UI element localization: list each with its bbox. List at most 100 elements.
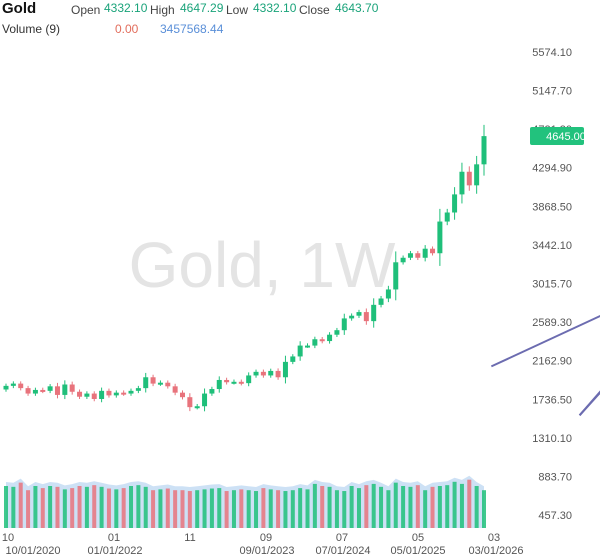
x-tick-top: 10 <box>2 532 14 544</box>
x-tick-top: 09 <box>260 532 272 544</box>
candle-body <box>356 312 362 316</box>
volume-bar <box>231 490 236 528</box>
candle-body <box>121 392 127 395</box>
volume-bar <box>474 486 479 528</box>
candle-body <box>150 377 156 384</box>
trend-line <box>578 391 600 416</box>
volume-bar <box>217 488 222 528</box>
symbol-title: Gold <box>2 0 37 17</box>
volume-bar <box>158 489 163 528</box>
volume-bar <box>320 486 325 528</box>
candle-body <box>430 248 436 254</box>
high-value: 4647.29 <box>180 1 224 15</box>
volume-bar <box>48 486 53 528</box>
candle-body <box>91 393 97 399</box>
volume-bar <box>312 483 317 528</box>
candle-body <box>209 389 215 394</box>
candle-body <box>305 345 311 348</box>
volume-bar <box>92 485 97 528</box>
candle-body <box>194 406 200 409</box>
trendlines-layer[interactable] <box>490 53 600 416</box>
volume-bar <box>173 490 178 528</box>
y-tick-label: 3015.70 <box>532 279 572 291</box>
volume-bar <box>268 489 273 528</box>
candle-body <box>385 289 391 299</box>
volume-bar <box>180 490 185 528</box>
volume-bar <box>408 486 413 528</box>
candle-body <box>481 136 487 165</box>
volume-bar <box>4 486 8 528</box>
volume-bar <box>187 491 192 528</box>
volume-bar <box>415 485 420 528</box>
candle-body <box>260 371 266 376</box>
candle-body <box>69 384 75 392</box>
volume-bar <box>290 490 295 528</box>
volume-bar <box>151 490 156 528</box>
candle-body <box>224 379 230 383</box>
volume-bar <box>467 479 472 528</box>
high-label: High <box>150 3 175 17</box>
candle-body <box>231 381 237 384</box>
candle-body <box>143 377 149 389</box>
candle-body <box>10 383 16 386</box>
candle-body <box>474 164 480 186</box>
volume-bar <box>305 489 310 528</box>
volume-bar <box>18 482 23 528</box>
y-tick-label: 4294.90 <box>532 163 572 175</box>
candle-body <box>290 356 296 362</box>
x-tick-bottom: 03/01/2026 <box>468 545 523 557</box>
candle-body <box>415 253 421 258</box>
last-price-label: 4645.00 <box>546 131 586 143</box>
x-tick-bottom: 10/01/2020 <box>5 545 60 557</box>
x-tick-top: 07 <box>336 532 348 544</box>
volume-bar <box>70 488 75 528</box>
candle-body <box>202 393 208 407</box>
x-tick-bottom: 05/01/2025 <box>390 545 445 557</box>
volume-bar <box>261 488 266 528</box>
y-tick-label: 457.30 <box>538 510 572 522</box>
candle-body <box>319 339 325 342</box>
volume-bar <box>452 481 457 528</box>
volume-bar <box>298 488 303 528</box>
volume-bar <box>62 489 67 528</box>
x-tick-top: 03 <box>488 532 500 544</box>
y-tick-label: 5574.10 <box>532 47 572 59</box>
volume-bar <box>356 488 361 528</box>
y-tick-label: 2589.30 <box>532 317 572 329</box>
candle-body <box>444 212 450 222</box>
candle-body <box>25 388 31 394</box>
volume-bar <box>334 490 339 528</box>
candle-body <box>3 385 9 390</box>
volume-bar <box>195 490 200 528</box>
x-tick-bottom: 01/01/2022 <box>87 545 142 557</box>
candle-body <box>32 389 38 394</box>
candle-body <box>452 194 458 213</box>
volume-bar <box>283 491 288 528</box>
candle-body <box>459 171 465 195</box>
axes-layer: 5574.105147.704721.304294.903868.503442.… <box>2 47 586 557</box>
candle-body <box>378 298 384 305</box>
candle-body <box>179 392 185 398</box>
volume-bar <box>209 488 214 528</box>
volume-bar <box>364 485 369 528</box>
volume-bar <box>40 488 45 528</box>
x-tick-top: 05 <box>412 532 424 544</box>
candle-body <box>334 330 340 335</box>
candle-body <box>349 315 355 319</box>
volume-layer <box>4 475 486 528</box>
candle-body <box>99 390 105 399</box>
y-tick-label: 883.70 <box>538 472 572 484</box>
volume-bar <box>33 486 38 528</box>
y-tick-label: 2162.90 <box>532 356 572 368</box>
watermark-text: Gold, 1W <box>129 229 396 301</box>
candle-body <box>253 371 259 376</box>
volume-bar <box>136 485 141 528</box>
volume-bar <box>459 483 464 528</box>
candle-body <box>157 382 163 385</box>
volume-bar <box>55 486 60 528</box>
volume-bar <box>239 489 244 528</box>
open-label: Open <box>71 3 101 17</box>
volume-bar <box>254 491 259 528</box>
